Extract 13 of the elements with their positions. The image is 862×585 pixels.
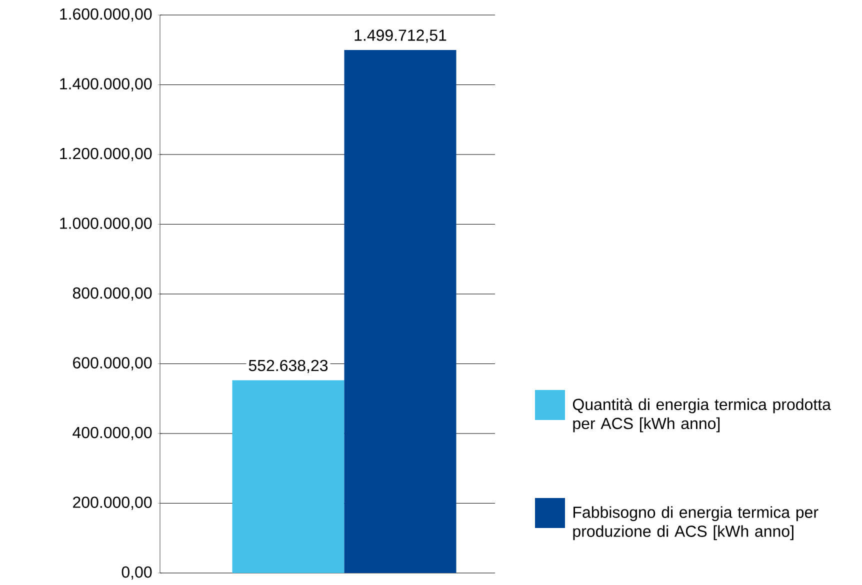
y-tick-label: 0,00 bbox=[122, 566, 152, 580]
data-label: 1.499.712,51 bbox=[354, 30, 446, 43]
y-tick-label: 800.000,00 bbox=[72, 287, 152, 301]
legend-label: Quantità di energia termica prodotta per ACS [kWh anno] bbox=[572, 398, 831, 432]
legend-label: Fabbisogno di energia termica per produzione di ACS [kWh anno] bbox=[573, 506, 818, 540]
y-tick-label: 1.200.000,00 bbox=[60, 148, 152, 162]
y-tick-label: 1.600.000,00 bbox=[60, 8, 152, 22]
y-tick-label: 600.000,00 bbox=[73, 357, 152, 370]
y-tick-label: 1.000.000,00 bbox=[60, 218, 152, 231]
y-tick-label: 400.000,00 bbox=[72, 426, 152, 440]
y-tick-label: 200.000,00 bbox=[73, 496, 152, 510]
data-label: 552.638,23 bbox=[248, 360, 328, 374]
y-tick-label: 1.400.000,00 bbox=[60, 78, 152, 92]
